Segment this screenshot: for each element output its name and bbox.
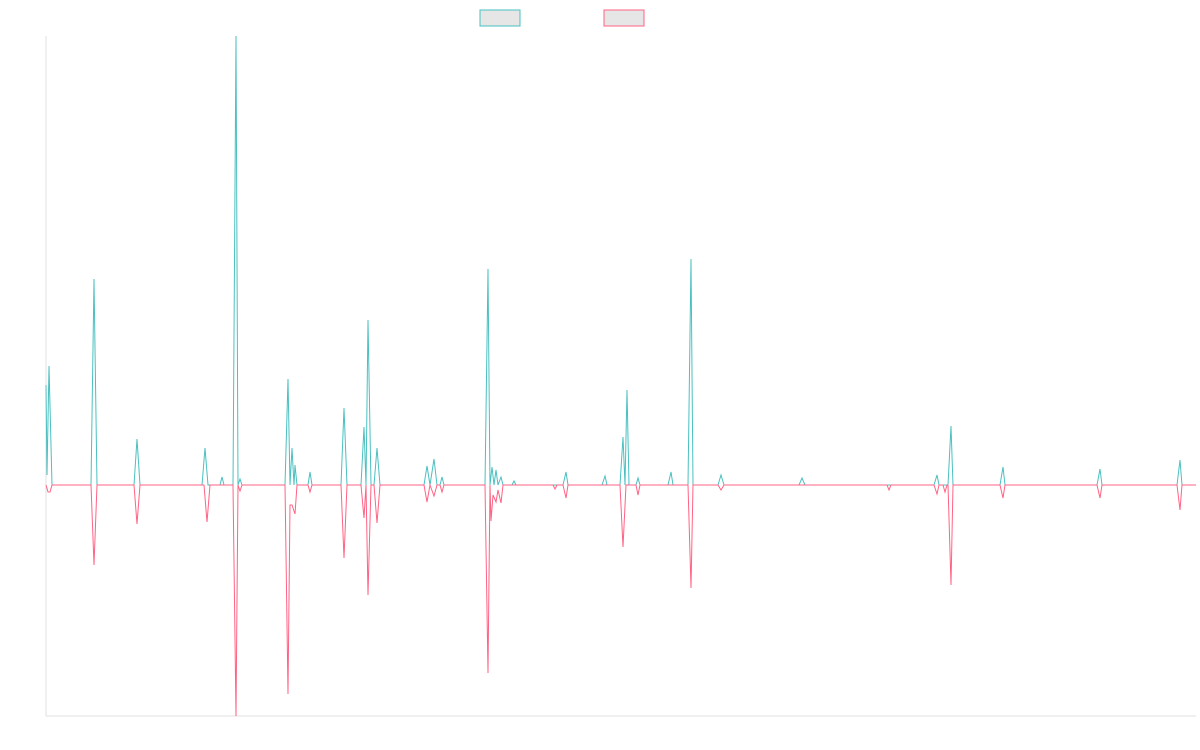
legend-swatch <box>603 9 645 27</box>
series-line <box>45 35 1196 486</box>
series-line <box>45 483 1196 717</box>
legend-swatch <box>479 9 521 27</box>
